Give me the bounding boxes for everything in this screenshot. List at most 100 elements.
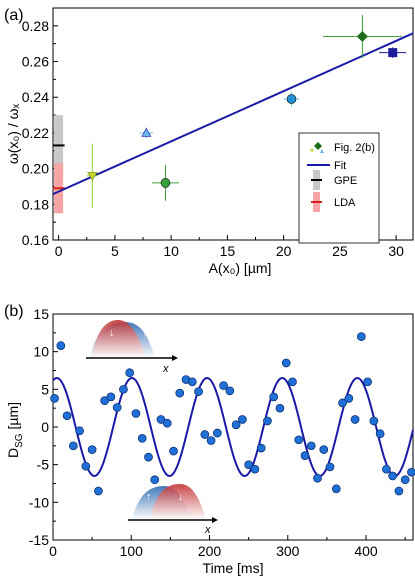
- panel-a-axes: 0 5 10 15 20 25 30 0.16 0.18 0.20 0.22 0.24 0.26 0.28: [22, 7, 414, 259]
- data-point: [263, 416, 272, 426]
- data-point: [388, 48, 398, 58]
- panel-b-ylabel: DSG [µm]: [5, 402, 25, 458]
- data-point: [350, 415, 360, 424]
- data-point: [407, 467, 415, 477]
- x-tick-label: 100: [120, 543, 144, 559]
- data-point: [62, 411, 72, 421]
- data-point: [156, 415, 166, 424]
- panel-a-legend: Fig. 2(b) Fit GPE LDA: [298, 132, 380, 244]
- x-tick-label: 30: [388, 243, 404, 259]
- panel-a-ylabel: ω(x₀) / ωₓ: [5, 103, 21, 164]
- data-point: [363, 377, 372, 387]
- sine-fit-line: [52, 377, 414, 477]
- x-tick-label: 20: [276, 243, 292, 259]
- data-point: [112, 403, 122, 412]
- data-point: [400, 475, 410, 485]
- legend-fit-label: Fit: [334, 160, 346, 172]
- data-point: [94, 486, 103, 496]
- data-point: [300, 451, 310, 460]
- panel-a-label: (a): [4, 7, 24, 24]
- x-tick-label: 5: [111, 243, 119, 259]
- data-point: [294, 435, 304, 445]
- y-tick-label: 0.26: [22, 54, 49, 70]
- data-point: [87, 445, 97, 454]
- data-point: [250, 464, 260, 474]
- data-point: [225, 386, 235, 396]
- data-point: [150, 475, 160, 485]
- panel-b-xlabel: Time [ms]: [203, 560, 264, 576]
- panel-b-axes: 0 100 200 300 400 -15 -10 -5 0 5 10 15: [29, 306, 415, 559]
- data-point: [100, 396, 110, 405]
- data-point: [219, 381, 228, 390]
- y-tick-label: 0.18: [22, 196, 49, 212]
- data-point: [319, 445, 329, 454]
- y-tick-label: 0.16: [22, 232, 49, 248]
- inset-top-red-cloud: [92, 320, 146, 358]
- data-point: [313, 473, 322, 483]
- up-arrow-icon: ↑: [146, 491, 152, 503]
- y-tick-label: 0.24: [22, 89, 49, 105]
- x-tick-label: 400: [354, 543, 378, 559]
- inset-top-arrowhead: [172, 355, 178, 361]
- data-point: [206, 436, 216, 445]
- x-tick-label: 300: [276, 543, 300, 559]
- data-point: [119, 384, 128, 394]
- data-point: [388, 471, 398, 481]
- down-arrow-icon: ↓: [178, 491, 184, 503]
- data-point: [325, 462, 335, 472]
- data-point: [331, 484, 341, 494]
- panel-a-frame: [52, 7, 414, 241]
- legend-gpe-label: GPE: [334, 175, 357, 187]
- data-point: [137, 433, 147, 443]
- data-point: [50, 394, 59, 403]
- y-tick-label: 0: [41, 419, 49, 435]
- legend-fig2b-label: Fig. 2(b): [334, 142, 375, 154]
- data-point: [68, 441, 78, 451]
- data-point: [56, 341, 66, 350]
- data-point: [238, 415, 247, 424]
- y-tick-label: 5: [41, 381, 49, 397]
- y-tick-label: -10: [29, 494, 49, 510]
- inset-bottom-arrowhead: [212, 517, 218, 523]
- inset-bottom: x ↑ ↓: [128, 484, 218, 536]
- data-point: [160, 178, 171, 188]
- inset-top-axis-label: x: [162, 363, 169, 375]
- data-point: [394, 486, 404, 496]
- y-tick-label: 0.22: [22, 125, 49, 141]
- data-point: [81, 461, 91, 471]
- data-point: [231, 420, 241, 430]
- data-point: [200, 430, 210, 439]
- data-point: [144, 452, 153, 462]
- data-point: [344, 394, 354, 403]
- data-point: [187, 377, 197, 387]
- data-point: [141, 127, 152, 137]
- data-point: [212, 428, 222, 438]
- x-tick-label: 15: [220, 243, 236, 259]
- panel-b-label: (b): [4, 303, 24, 320]
- y-tick-label: -5: [37, 457, 50, 473]
- inset-top: x ↓ ↑: [86, 320, 178, 375]
- legend-lda-label: LDA: [334, 197, 356, 209]
- y-tick-label: 0.28: [22, 18, 49, 34]
- data-point: [131, 409, 141, 418]
- x-tick-label: 0: [49, 543, 57, 559]
- x-tick-label: 10: [163, 243, 179, 259]
- data-point: [125, 368, 135, 378]
- data-point: [169, 446, 178, 456]
- data-point: [244, 460, 254, 470]
- data-point: [106, 392, 116, 402]
- up-arrow-icon: ↑: [142, 327, 148, 339]
- inset-bottom-red-cloud: [150, 484, 206, 520]
- data-point: [338, 398, 347, 408]
- data-point: [375, 429, 385, 439]
- y-tick-label: 10: [33, 344, 49, 360]
- x-tick-label: 0: [55, 243, 63, 259]
- inset-bottom-axis-label: x: [204, 524, 211, 536]
- x-tick-label: 200: [198, 543, 222, 559]
- data-point: [175, 388, 185, 398]
- data-point: [256, 443, 266, 453]
- data-point: [382, 464, 391, 474]
- y-tick-label: 0.20: [22, 161, 49, 177]
- panel-a-xlabel: A(x₀) [µm]: [209, 260, 272, 276]
